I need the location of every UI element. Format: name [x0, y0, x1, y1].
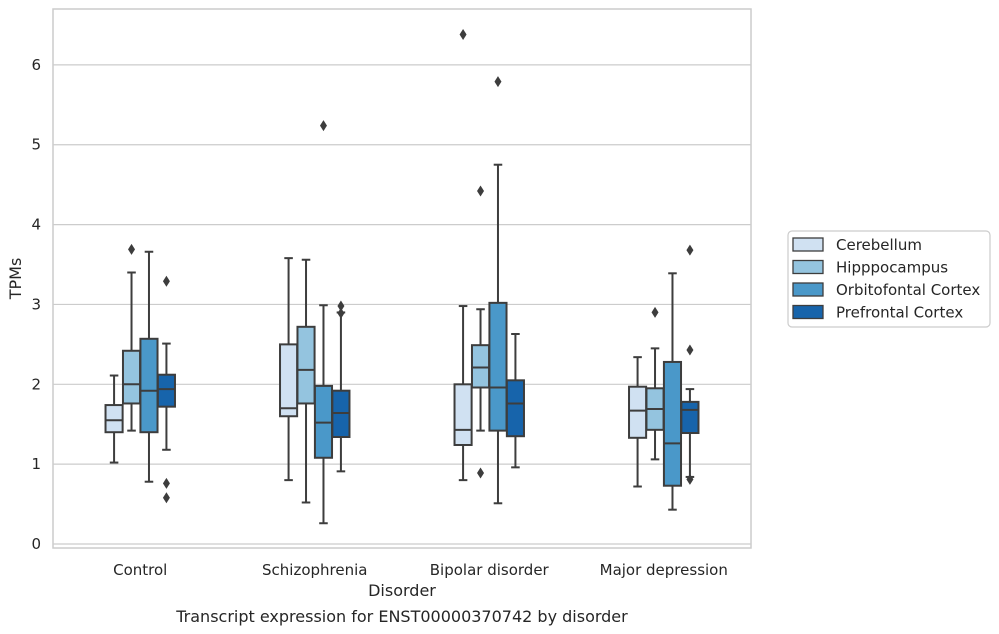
box-iqr: [680, 400, 700, 435]
box-iqr: [156, 373, 176, 408]
box-iqr: [470, 344, 491, 389]
legend-swatch: [792, 282, 824, 297]
box-iqr: [139, 337, 159, 434]
y-tick-label: 0: [31, 535, 41, 553]
box-0-3: [156, 275, 176, 504]
box-2-3: [505, 332, 525, 469]
legend-label: Hipppocampus: [836, 259, 948, 277]
box-2-1: [470, 185, 491, 479]
y-tick-label: 5: [31, 136, 41, 154]
outlier-point: [686, 473, 694, 485]
box-0-0: [104, 374, 124, 464]
outlier-point: [337, 307, 345, 319]
box-iqr: [628, 385, 648, 439]
y-axis-ticks: 0 1 2 3 4 5 6: [31, 56, 41, 553]
box-0-1: [121, 243, 142, 432]
box-1-0: [279, 257, 299, 482]
box-1-1: [296, 258, 316, 504]
box-2-0: [453, 29, 473, 482]
outlier-point: [319, 120, 327, 132]
box-3-2: [662, 272, 683, 511]
y-tick-label: 4: [31, 216, 41, 234]
box-iqr: [488, 301, 508, 432]
outlier-point: [162, 477, 170, 489]
plot-area: [104, 29, 700, 525]
x-axis-label: Disorder: [368, 581, 436, 600]
box-iqr: [279, 343, 299, 418]
y-tick-label: 1: [31, 455, 41, 473]
legend-frame: [787, 230, 991, 328]
x-axis-ticks: Control Schizophrenia Bipolar disorder Majo…: [113, 561, 728, 579]
outlier-point: [494, 76, 502, 88]
outlier-point: [162, 492, 170, 504]
legend-label: Cerebellum: [836, 236, 922, 254]
outlier-point: [651, 306, 659, 318]
legend-label: Orbitofontal Cortex: [836, 281, 980, 299]
x-tick-label: Control: [113, 561, 167, 579]
outlier-point: [477, 185, 485, 197]
outlier-point: [337, 300, 345, 312]
gridlines: [53, 64, 751, 545]
box-iqr: [104, 404, 124, 434]
box-iqr: [662, 360, 683, 487]
outlier-point: [686, 244, 694, 256]
box-1-3: [331, 300, 351, 473]
chart-caption: Transcript expression for ENST0000037074…: [175, 607, 628, 626]
box-iqr: [505, 379, 525, 438]
y-tick-label: 6: [31, 56, 41, 74]
box-0-2: [139, 250, 159, 483]
box-1-2: [313, 120, 334, 525]
y-tick-label: 3: [31, 295, 41, 313]
box-iqr: [296, 325, 316, 405]
legend-label: Prefrontal Cortex: [836, 304, 963, 322]
outlier-point: [128, 243, 136, 255]
legend: Cerebellum Hipppocampus Orbitofontal Corte…: [787, 230, 991, 328]
box-3-1: [645, 306, 665, 461]
box-3-0: [628, 356, 648, 488]
box-3-3: [680, 244, 700, 485]
plot-frame: [52, 8, 752, 549]
x-tick-label: Schizophrenia: [262, 561, 367, 579]
x-tick-label: Major depression: [600, 561, 728, 579]
legend-swatch: [792, 304, 824, 320]
legend-swatch: [792, 259, 824, 275]
y-axis-label: TPMs: [6, 258, 25, 301]
box-iqr: [121, 349, 142, 405]
legend-swatch: [792, 237, 824, 252]
outlier-point: [162, 275, 170, 287]
outlier-point: [686, 344, 694, 356]
outlier-point: [477, 467, 485, 479]
x-tick-label: Bipolar disorder: [430, 561, 550, 579]
box-2-2: [488, 76, 508, 505]
box-iqr: [453, 383, 473, 446]
y-tick-label: 2: [31, 375, 41, 393]
outlier-point: [459, 29, 467, 41]
